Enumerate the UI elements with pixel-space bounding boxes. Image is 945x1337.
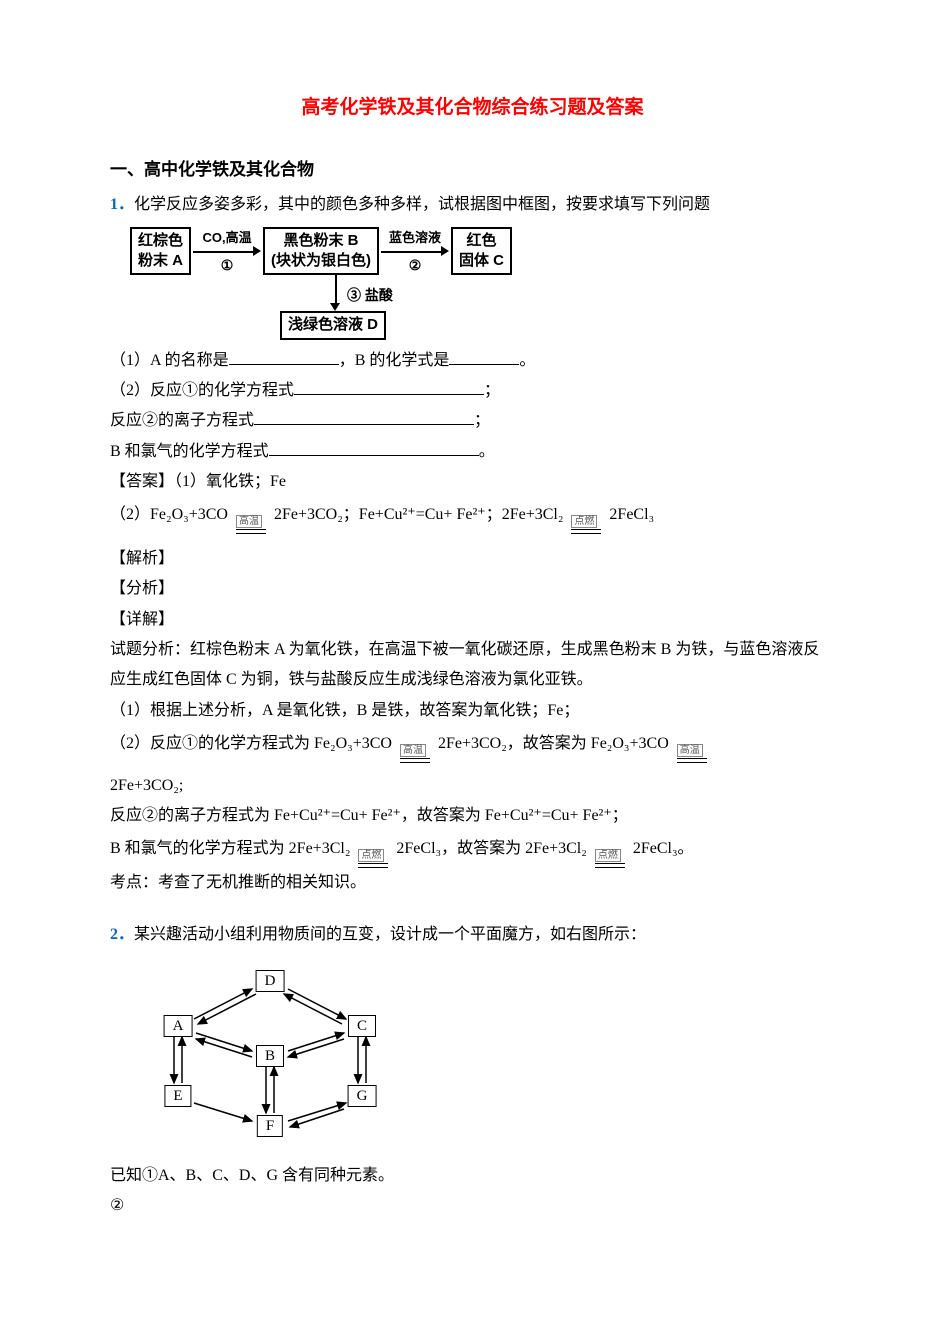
node-e: E bbox=[164, 1085, 191, 1107]
arrow3-label: ③ 盐酸 bbox=[341, 282, 393, 309]
section-heading: 一、高中化学铁及其化合物 bbox=[110, 154, 835, 186]
arrow1-bot-label: ① bbox=[193, 252, 261, 279]
d6c: 2FeCl₃。 bbox=[633, 840, 694, 857]
q2-number: 2． bbox=[110, 926, 134, 943]
label-xiangjie: 【详解】 bbox=[110, 605, 835, 635]
blank bbox=[294, 378, 484, 395]
box-c-line1: 红色 bbox=[467, 232, 497, 249]
q1-sub2: （2）反应①的化学方程式 ； bbox=[110, 376, 835, 406]
q1-prompt: 化学反应多姿多彩，其中的颜色多种多样，试根据图中框图，按要求填写下列问题 bbox=[134, 196, 710, 213]
flow-arrow-2: 蓝色溶液 ② bbox=[381, 231, 449, 271]
q1-sub3: 反应②的离子方程式 ； bbox=[110, 406, 835, 436]
node-a: A bbox=[164, 1015, 193, 1037]
box-a-line2: 粉末 A bbox=[138, 252, 183, 269]
box-b-line2: (块状为银白色) bbox=[271, 252, 371, 269]
q1-answer-2: （2）Fe₂O₃+3CO 高温 2Fe+3CO₂；Fe+Cu²⁺=Cu+ Fe²… bbox=[110, 497, 835, 533]
condition-ignite: 点燃 bbox=[358, 831, 388, 867]
q1-1c: 。 bbox=[519, 352, 535, 369]
flow-box-c: 红色 固体 C bbox=[451, 227, 512, 276]
q2-diagram: D A C B E G F bbox=[140, 961, 400, 1151]
flow-box-a: 红棕色 粉末 A bbox=[130, 227, 191, 276]
label-fenxi: 【分析】 bbox=[110, 574, 835, 604]
q1-answer-1: 【答案】（1）氧化铁；Fe bbox=[110, 467, 835, 497]
box-c-line2: 固体 C bbox=[459, 252, 504, 269]
condition-ignite: 点燃 bbox=[571, 497, 601, 533]
node-d: D bbox=[256, 970, 285, 992]
q1-1b: ，B 的化学式是 bbox=[339, 352, 450, 369]
cond-text: 高温 bbox=[236, 515, 262, 528]
d6b: 2FeCl₃，故答案为 2Fe+3Cl₂ bbox=[396, 840, 586, 857]
q2-prompt-line: 2．某兴趣活动小组利用物质间的互变，设计成一个平面魔方，如右图所示： bbox=[110, 920, 835, 950]
node-f: F bbox=[257, 1115, 283, 1137]
d3b: 2Fe+3CO₂，故答案为 Fe₂O₃+3CO bbox=[438, 735, 669, 752]
condition-high-temp: 高温 bbox=[236, 497, 266, 533]
flow-box-d: 浅绿色溶液 D bbox=[280, 311, 386, 339]
blank bbox=[449, 348, 519, 365]
cond-text: 高温 bbox=[400, 744, 426, 757]
d6a: B 和氯气的化学方程式为 2Fe+3Cl₂ bbox=[110, 840, 350, 857]
label-jiexi: 【解析】 bbox=[110, 544, 835, 574]
q1-sub1: （1）A 的名称是 ，B 的化学式是 。 bbox=[110, 346, 835, 376]
q1-3b: ； bbox=[474, 412, 490, 429]
q1-2b: ； bbox=[484, 382, 500, 399]
q2-prompt: 某兴趣活动小组利用物质间的互变，设计成一个平面魔方，如右图所示： bbox=[134, 926, 646, 943]
flow-arrow-1: CO,高温 ① bbox=[193, 231, 261, 271]
q1-flowchart: 红棕色 粉末 A CO,高温 ① 黑色粉末 B (块状为银白色) 蓝色溶液 ② … bbox=[130, 227, 835, 340]
q1-detail2: （1）根据上述分析，A 是氧化铁，B 是铁，故答案为氧化铁；Fe； bbox=[110, 696, 835, 726]
q1-detail1: 试题分析：红棕色粉末 A 为氧化铁，在高温下被一氧化碳还原，生成黑色粉末 B 为… bbox=[110, 635, 835, 696]
flow-row-top: 红棕色 粉末 A CO,高温 ① 黑色粉末 B (块状为银白色) 蓝色溶液 ② … bbox=[130, 227, 512, 276]
q1-2a: （2）反应①的化学方程式 bbox=[110, 382, 294, 399]
q1-kaodian: 考点：考查了无机推断的相关知识。 bbox=[110, 868, 835, 898]
q1-detail4: 2Fe+3CO₂; bbox=[110, 771, 835, 801]
q1-detail6: B 和氯气的化学方程式为 2Fe+3Cl₂ 点燃 2FeCl₃，故答案为 2Fe… bbox=[110, 831, 835, 867]
q1-prompt-line: 1．化学反应多姿多彩，其中的颜色多种多样，试根据图中框图，按要求填写下列问题 bbox=[110, 190, 835, 220]
q1-detail3: （2）反应①的化学方程式为 Fe₂O₃+3CO 高温 2Fe+3CO₂，故答案为… bbox=[110, 726, 835, 762]
box-b-line1: 黑色粉末 B bbox=[284, 232, 359, 249]
document-page: 高考化学铁及其化合物综合练习题及答案 一、高中化学铁及其化合物 1．化学反应多姿… bbox=[0, 0, 945, 1281]
ans2-c: 2FeCl₃ bbox=[609, 506, 654, 523]
d3a: （2）反应①的化学方程式为 Fe₂O₃+3CO bbox=[110, 735, 392, 752]
node-g: G bbox=[348, 1085, 377, 1107]
flow-row-bottom: 浅绿色溶液 D bbox=[280, 311, 386, 339]
q1-1a: （1）A 的名称是 bbox=[110, 352, 229, 369]
blank bbox=[254, 408, 474, 425]
arrow1-top-label: CO,高温 bbox=[193, 226, 261, 251]
condition-high-temp: 高温 bbox=[677, 726, 707, 762]
cond-text: 高温 bbox=[677, 744, 703, 757]
blank bbox=[229, 348, 339, 365]
cond-text: 点燃 bbox=[571, 515, 597, 528]
flow-arrow-3: ③ 盐酸 bbox=[275, 275, 395, 311]
q1-sub4: B 和氯气的化学方程式 。 bbox=[110, 437, 835, 467]
node-b: B bbox=[256, 1045, 284, 1067]
box-a-line1: 红棕色 bbox=[138, 232, 183, 249]
q1-3a: 反应②的离子方程式 bbox=[110, 412, 254, 429]
q1-4b: 。 bbox=[479, 443, 495, 460]
document-title: 高考化学铁及其化合物综合练习题及答案 bbox=[110, 90, 835, 126]
blank bbox=[269, 439, 479, 456]
q1-number: 1． bbox=[110, 196, 134, 213]
flow-box-b: 黑色粉末 B (块状为银白色) bbox=[263, 227, 379, 276]
ans2-a: （2）Fe₂O₃+3CO bbox=[110, 506, 228, 523]
cond-text: 点燃 bbox=[358, 849, 384, 862]
condition-high-temp: 高温 bbox=[400, 726, 430, 762]
flow-row-arrow3: ③ 盐酸 bbox=[275, 275, 395, 311]
cond-text: 点燃 bbox=[595, 849, 621, 862]
condition-ignite: 点燃 bbox=[595, 831, 625, 867]
q2-known2: ② bbox=[110, 1191, 835, 1221]
q1-detail5: 反应②的离子方程式为 Fe+Cu²⁺=Cu+ Fe²⁺，故答案为 Fe+Cu²⁺… bbox=[110, 801, 835, 831]
ans2-b: 2Fe+3CO₂；Fe+Cu²⁺=Cu+ Fe²⁺；2Fe+3Cl₂ bbox=[274, 506, 563, 523]
q2-known1: 已知①A、B、C、D、G 含有同种元素。 bbox=[110, 1161, 835, 1191]
q1-4a: B 和氯气的化学方程式 bbox=[110, 443, 269, 460]
node-c: C bbox=[348, 1015, 376, 1037]
arrow2-top-label: 蓝色溶液 bbox=[381, 226, 449, 251]
